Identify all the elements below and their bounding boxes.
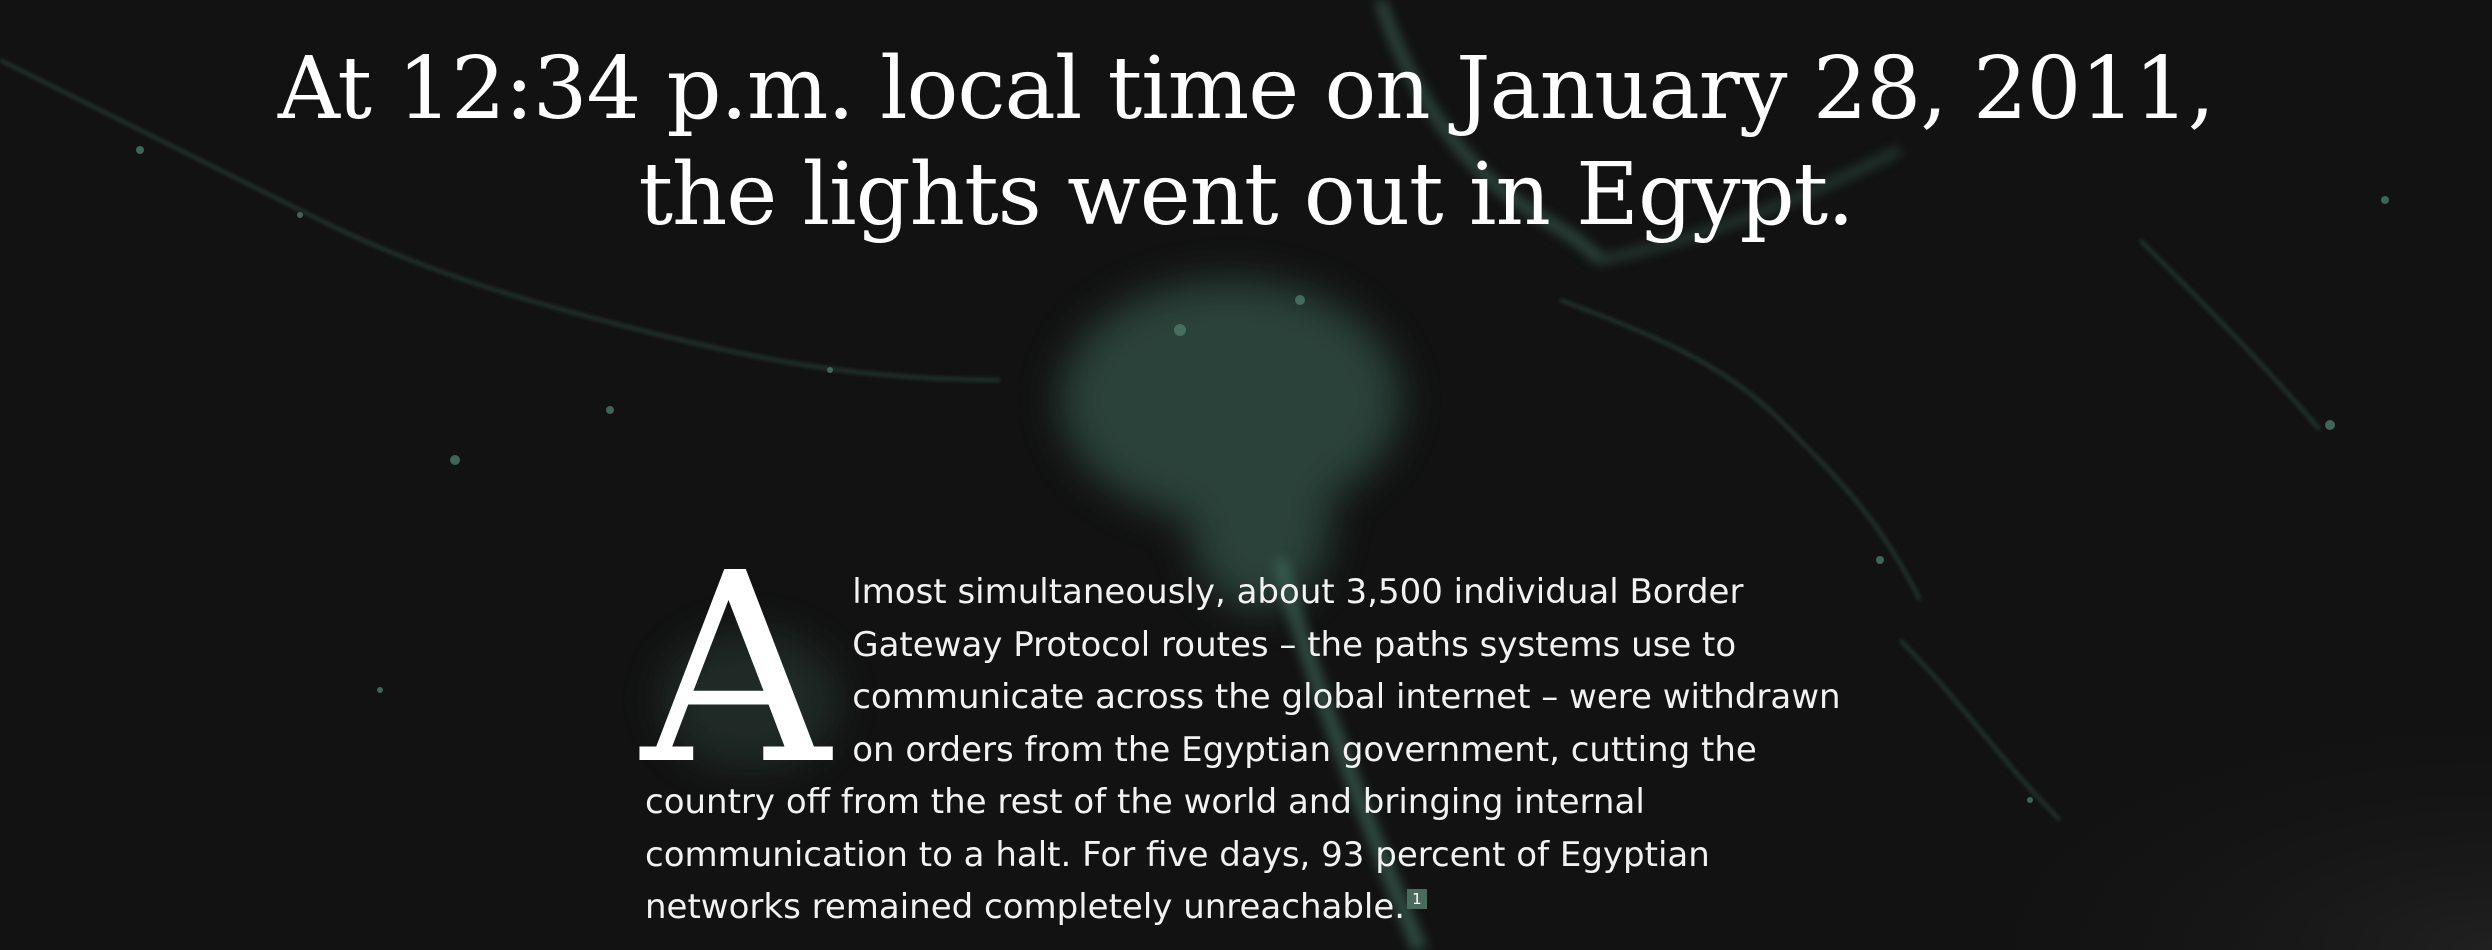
article-body: lmost simultaneously, about 3,500 indivi… <box>645 572 1841 927</box>
footnote-ref-button[interactable]: 1 <box>1407 889 1427 909</box>
headline: At 12:34 p.m. local time on January 28, … <box>277 39 2215 245</box>
drop-cap: A <box>641 517 831 822</box>
